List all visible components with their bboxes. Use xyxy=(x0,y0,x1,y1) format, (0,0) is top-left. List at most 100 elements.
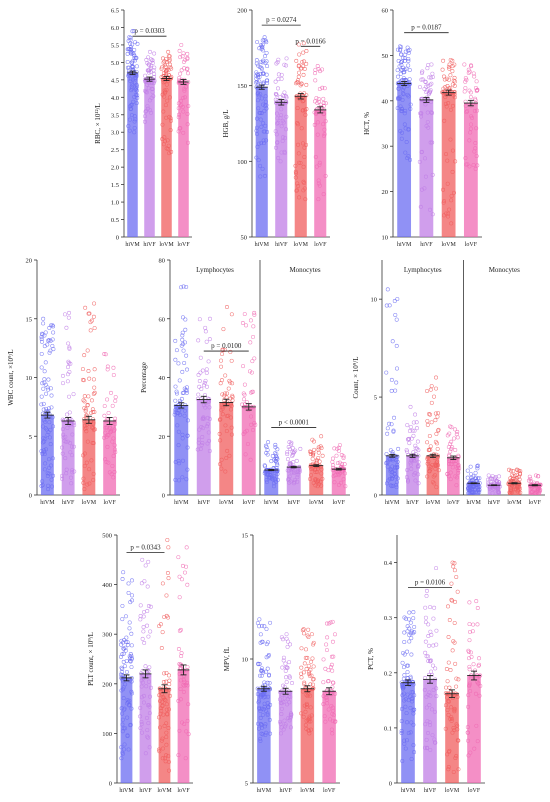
data-point xyxy=(205,415,210,420)
data-point xyxy=(422,687,427,692)
data-point xyxy=(473,166,478,171)
data-point xyxy=(423,605,428,610)
data-point xyxy=(443,94,448,99)
data-point xyxy=(433,666,438,671)
data-point xyxy=(164,87,169,92)
data-point xyxy=(89,398,94,403)
data-point xyxy=(320,85,325,90)
data-point xyxy=(424,84,429,89)
x-tick-label: loVF xyxy=(314,242,327,248)
data-point xyxy=(448,449,453,454)
data-point xyxy=(275,447,280,452)
data-point xyxy=(124,639,129,644)
data-point xyxy=(219,358,223,363)
data-point xyxy=(119,745,124,750)
data-point xyxy=(449,461,454,466)
data-point xyxy=(180,458,185,463)
data-point xyxy=(185,418,190,423)
points-loVF xyxy=(176,42,191,145)
data-point xyxy=(429,110,434,115)
data-point xyxy=(120,617,125,622)
data-point xyxy=(121,651,126,656)
data-point xyxy=(197,384,202,389)
data-point xyxy=(145,734,150,739)
data-point xyxy=(45,432,50,437)
data-point xyxy=(65,439,70,444)
data-point xyxy=(411,420,416,425)
data-point xyxy=(229,312,234,317)
data-point xyxy=(65,379,70,384)
data-point xyxy=(71,392,76,397)
data-point xyxy=(304,667,309,671)
data-point xyxy=(105,397,110,402)
data-point xyxy=(393,312,398,317)
data-point xyxy=(301,188,306,193)
data-point xyxy=(177,378,182,383)
data-point xyxy=(456,468,461,473)
data-point xyxy=(295,475,300,480)
y-tick-label: 5 xyxy=(374,395,377,402)
data-point xyxy=(252,420,257,425)
data-point xyxy=(477,490,482,495)
data-point xyxy=(164,730,169,735)
data-point xyxy=(431,687,436,692)
data-point xyxy=(142,640,147,645)
data-point xyxy=(395,464,400,469)
data-point xyxy=(112,447,117,452)
data-point xyxy=(268,687,272,692)
data-point xyxy=(302,145,307,150)
data-point xyxy=(70,453,74,458)
data-point xyxy=(304,705,309,710)
data-point xyxy=(147,98,152,103)
data-point xyxy=(92,385,97,390)
data-point xyxy=(466,70,471,75)
data-point xyxy=(406,94,411,99)
data-point xyxy=(181,390,186,395)
data-point xyxy=(331,474,336,479)
data-point xyxy=(401,92,406,97)
x-tick-label: hiVF xyxy=(62,500,75,506)
data-point xyxy=(198,355,203,360)
data-point xyxy=(318,444,323,449)
data-point xyxy=(492,477,497,482)
y-tick-label: 50 xyxy=(382,53,389,60)
data-point xyxy=(463,156,468,161)
data-point xyxy=(294,458,299,463)
data-point xyxy=(536,474,541,479)
data-point xyxy=(103,430,108,435)
data-point xyxy=(410,699,415,704)
data-point xyxy=(69,481,74,486)
data-point xyxy=(43,330,48,335)
data-point xyxy=(446,699,451,704)
data-point xyxy=(164,687,169,692)
data-point xyxy=(279,731,284,736)
data-point xyxy=(204,370,209,375)
data-point xyxy=(451,726,456,730)
data-point xyxy=(454,676,459,681)
data-point xyxy=(254,132,259,137)
data-point xyxy=(403,704,408,709)
data-point xyxy=(258,673,262,678)
p-value-label: p = 0.0187 xyxy=(411,24,442,32)
data-point xyxy=(39,483,44,488)
data-point xyxy=(248,457,253,462)
data-point xyxy=(134,55,139,60)
data-point xyxy=(309,713,314,718)
data-point xyxy=(427,412,432,417)
data-point xyxy=(406,48,411,53)
x-tick-label: loVF xyxy=(177,788,190,794)
data-point xyxy=(432,605,437,610)
data-point xyxy=(182,88,187,93)
points-loVM xyxy=(425,375,441,490)
data-point xyxy=(160,756,165,761)
y-tick-label: 200 xyxy=(102,681,112,688)
data-point xyxy=(265,81,270,86)
data-point xyxy=(266,688,271,692)
data-point xyxy=(61,435,66,440)
data-point xyxy=(426,622,431,627)
data-point xyxy=(180,342,185,347)
y-tick-label: 5.5 xyxy=(111,42,119,49)
data-point xyxy=(146,604,151,608)
data-point xyxy=(304,82,309,87)
data-point xyxy=(388,467,393,472)
